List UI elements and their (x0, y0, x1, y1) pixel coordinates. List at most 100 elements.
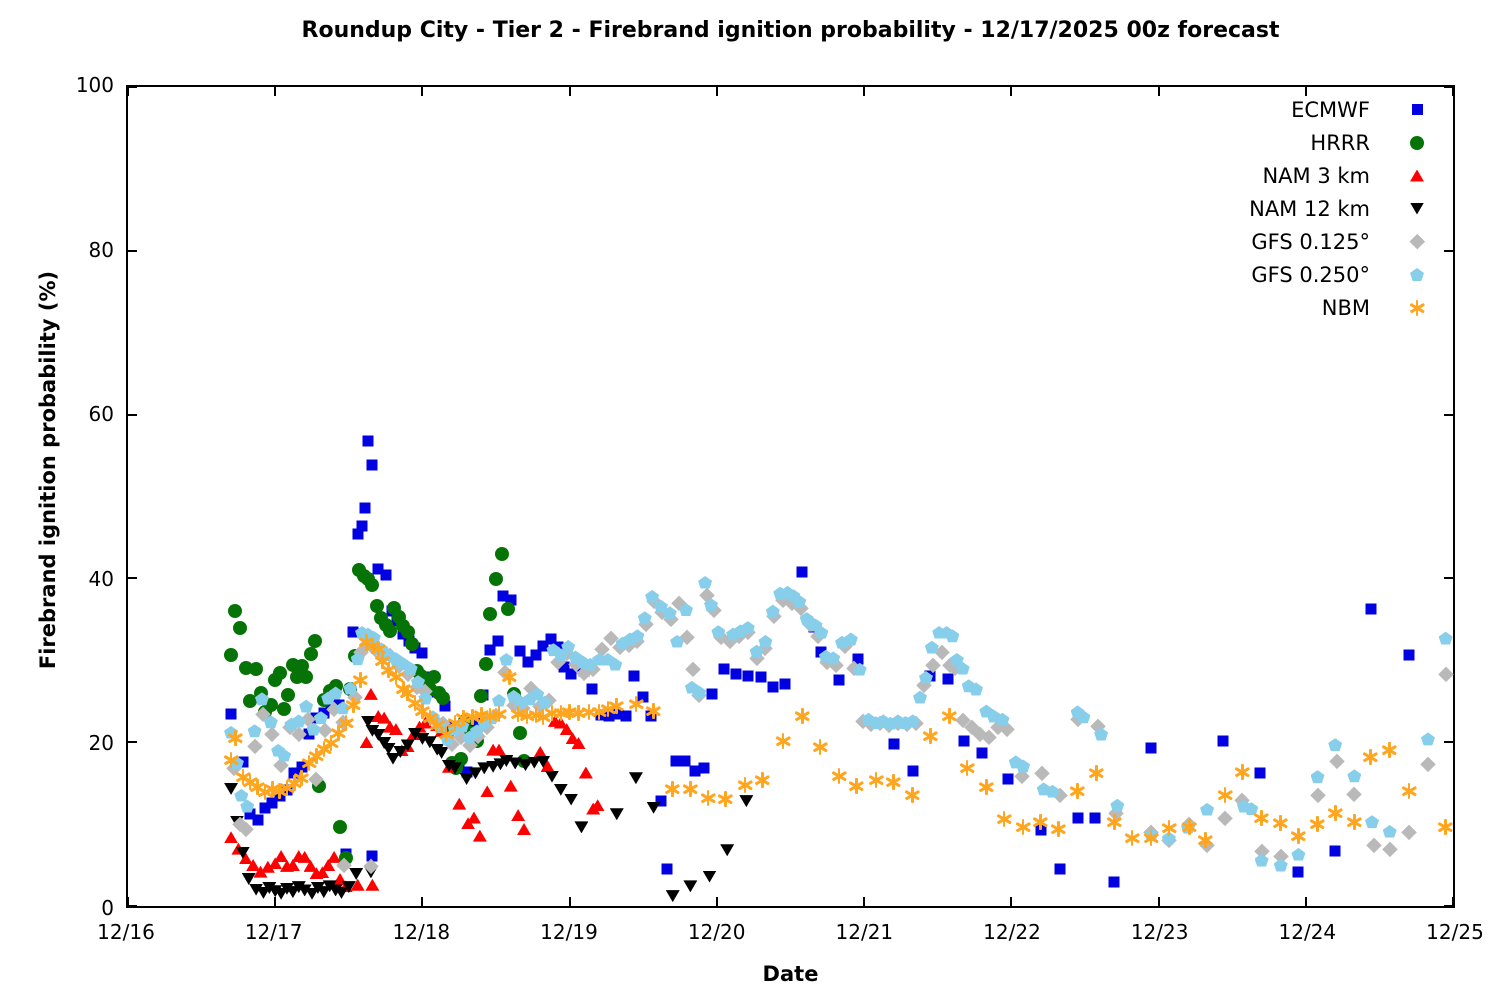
data-point (553, 704, 569, 721)
y-tick-mark (128, 249, 137, 252)
data-point (1072, 812, 1084, 824)
x-tick-mark (421, 897, 424, 906)
data-point (600, 701, 616, 718)
data-point (482, 707, 498, 724)
data-point (264, 726, 280, 742)
data-point (645, 710, 657, 722)
x-tick-mark (1010, 897, 1013, 906)
data-point (517, 823, 532, 835)
data-point (628, 695, 644, 712)
data-point (333, 819, 347, 834)
data-point (359, 502, 371, 514)
data-point (645, 589, 660, 603)
data-point (247, 738, 263, 754)
data-point (767, 681, 779, 693)
data-point (438, 726, 454, 742)
data-point (637, 611, 652, 625)
data-point (436, 690, 451, 705)
data-point (316, 740, 332, 757)
legend: ECMWF HRRR NAM 3 km NAM 12 km GFS 0.125° GFS … (1249, 93, 1438, 324)
data-point (483, 607, 498, 622)
data-point (670, 634, 685, 648)
data-point (494, 546, 509, 561)
data-point (452, 797, 467, 810)
circle-marker-icon (1396, 134, 1438, 152)
data-point (522, 656, 534, 668)
data-point (792, 594, 807, 608)
data-point (1365, 815, 1380, 829)
legend-label: NBM (1321, 295, 1370, 320)
data-point (996, 811, 1012, 828)
data-point (976, 747, 988, 759)
legend-label: GFS 0.250° (1251, 262, 1370, 287)
data-point (514, 645, 526, 657)
triangle-up-marker-icon (1396, 167, 1438, 185)
data-point (499, 652, 514, 666)
data-point (1403, 649, 1415, 661)
data-point (1420, 756, 1436, 772)
data-point (711, 625, 726, 639)
data-point (1045, 784, 1060, 798)
data-point (323, 735, 339, 752)
data-point (670, 755, 682, 767)
data-point (418, 691, 433, 705)
data-point (447, 715, 463, 732)
data-point (1198, 831, 1214, 848)
data-point (1382, 742, 1398, 759)
data-point (595, 709, 607, 721)
y-tick-label: 60 (88, 402, 114, 427)
data-point (562, 703, 578, 720)
square-marker-icon (1396, 101, 1438, 119)
legend-row-asterisk: NBM (1249, 291, 1438, 324)
data-point (796, 566, 808, 578)
data-point (815, 646, 827, 658)
data-point (706, 688, 718, 700)
data-point (453, 751, 468, 766)
data-point (1346, 786, 1362, 802)
data-point (558, 661, 570, 673)
x-axis-label: Date (762, 962, 819, 986)
data-point (335, 701, 350, 715)
data-point (637, 691, 649, 703)
data-point (299, 670, 314, 685)
legend-label: HRRR (1310, 130, 1370, 155)
data-point (570, 704, 587, 721)
data-point (1002, 773, 1014, 785)
data-point (655, 795, 667, 807)
data-point (545, 633, 557, 645)
data-point (1033, 813, 1049, 830)
data-point (689, 765, 701, 777)
data-point (272, 665, 287, 680)
data-point (1110, 798, 1125, 812)
data-point (473, 707, 489, 724)
data-point (868, 771, 884, 788)
data-point (363, 687, 378, 700)
data-point (383, 623, 398, 638)
data-point (794, 707, 810, 724)
data-point (492, 635, 504, 647)
data-point (1420, 732, 1435, 746)
data-point (530, 687, 545, 701)
x-tick-label: 12/25 (1426, 920, 1484, 944)
y-tick-label: 40 (88, 566, 114, 591)
data-point (252, 814, 264, 826)
data-point (678, 603, 693, 617)
data-point (1347, 769, 1362, 783)
legend-row-pentagon: GFS 0.250° (1249, 258, 1438, 291)
data-point (1161, 831, 1176, 845)
data-point (609, 808, 624, 821)
data-point (665, 780, 681, 797)
data-point (1438, 666, 1454, 682)
data-point (362, 435, 374, 447)
data-point (512, 726, 527, 741)
data-point (1382, 842, 1398, 857)
x-tick-mark (1010, 87, 1013, 96)
data-point (718, 790, 734, 807)
legend-row-diamond: GFS 0.125° (1249, 225, 1438, 258)
x-tick-mark (127, 897, 129, 906)
data-point (501, 669, 517, 686)
data-point (620, 710, 632, 722)
data-point (472, 829, 487, 842)
data-point (609, 698, 625, 715)
data-point (945, 629, 960, 643)
